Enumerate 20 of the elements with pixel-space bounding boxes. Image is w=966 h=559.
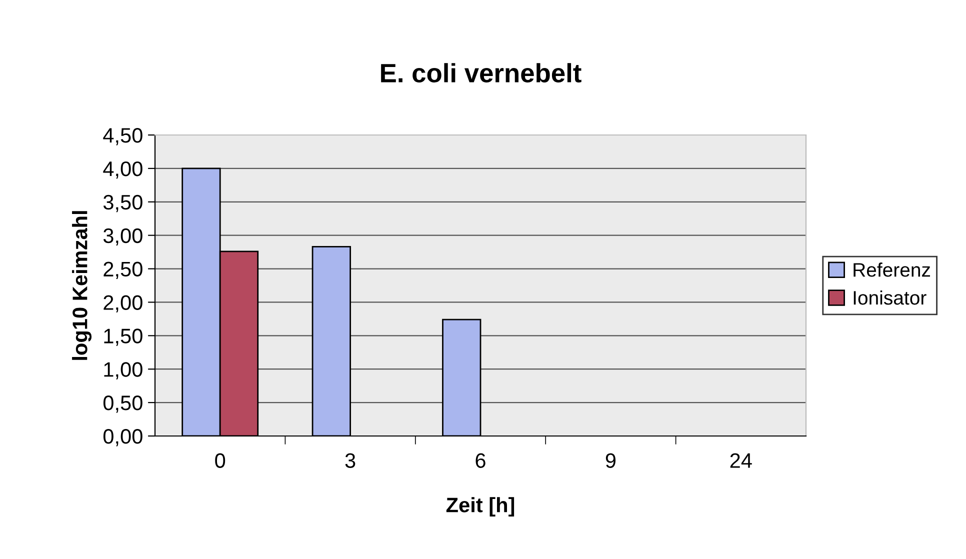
y-tick-label: 2,50 bbox=[104, 262, 142, 279]
x-tick-label: 3 bbox=[345, 453, 356, 468]
y-tick-label: 0,50 bbox=[103, 396, 142, 413]
y-tick-label: 4,00 bbox=[103, 161, 142, 179]
y-tick-label: 3,50 bbox=[103, 194, 142, 212]
chart-title: E. coli vernebelt bbox=[381, 63, 582, 82]
x-tick-label: 9 bbox=[606, 453, 616, 468]
y-tick-label: 3,00 bbox=[103, 228, 142, 246]
y-tick-label: 0,00 bbox=[103, 429, 142, 446]
y-tick-label: 4,50 bbox=[103, 128, 142, 146]
legend-label: Referenz bbox=[854, 262, 930, 277]
x-tick-label: 6 bbox=[476, 453, 486, 468]
y-tick-label: 2,00 bbox=[104, 295, 142, 312]
y-tick-label: 1,00 bbox=[104, 362, 142, 380]
x-axis-title: Zeit [h] bbox=[446, 497, 514, 517]
y-axis-title: log10 Keimzahl bbox=[72, 211, 92, 360]
x-tick-label: 0 bbox=[215, 453, 226, 468]
legend-label: Ionisator bbox=[854, 290, 926, 305]
x-tick-label: 24 bbox=[730, 453, 752, 468]
y-tick-label: 1,50 bbox=[104, 328, 142, 346]
